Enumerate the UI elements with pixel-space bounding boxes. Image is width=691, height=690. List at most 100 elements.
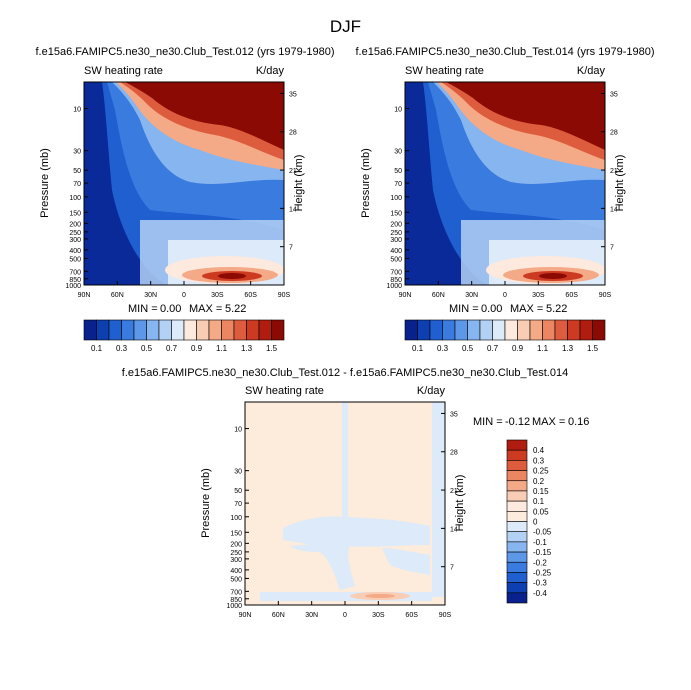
- colorbar-label: 1.3: [562, 344, 574, 353]
- x-tick-label: 60N: [272, 612, 285, 619]
- colorbar-swatch: [506, 480, 528, 492]
- colorbar-swatch: [133, 319, 147, 341]
- y-right-tick-label: 35: [289, 91, 297, 98]
- colorbar-swatch: [506, 551, 528, 563]
- panel-1-y-axis-title: Pressure (mb): [39, 148, 51, 218]
- colorbar-swatch: [506, 449, 528, 461]
- y-tick-label: 300: [230, 557, 242, 564]
- y-tick-label: 100: [69, 195, 81, 202]
- panel-3-min-label: MIN =: [473, 416, 503, 428]
- colorbar-label: 0.9: [191, 344, 203, 353]
- panel-2-y-axis-title: Pressure (mb): [360, 148, 372, 218]
- panel-2-colorbar: 0.1 0.3 0.5 0.7 0.9 1.1 1.3 1.5: [404, 319, 606, 353]
- panel-2-variable-label: SW heating rate: [405, 65, 484, 77]
- panel-3-x-ticks: 90N 60N 30N 0 30S 60S 90S: [239, 601, 452, 619]
- colorbar-swatch: [171, 319, 185, 341]
- colorbar-label: 0.3: [533, 456, 545, 465]
- colorbar-label: 0.4: [533, 446, 545, 455]
- panel-1-min-value: 0.00: [160, 303, 181, 315]
- x-tick-label: 60N: [111, 292, 124, 299]
- colorbar-swatch: [506, 460, 528, 471]
- colorbar-swatch: [146, 319, 160, 341]
- y-right-tick-label: 21: [450, 488, 458, 495]
- x-tick-label: 60S: [244, 292, 257, 299]
- colorbar-swatch: [506, 561, 528, 573]
- colorbar-swatch: [121, 319, 135, 341]
- y-tick-label: 100: [230, 515, 242, 522]
- colorbar-swatch: [579, 319, 593, 341]
- colorbar-swatch: [233, 319, 247, 341]
- x-tick-label: 30S: [211, 292, 224, 299]
- y-tick-label: 50: [73, 168, 81, 175]
- x-tick-label: 0: [182, 292, 186, 299]
- colorbar-swatch: [506, 572, 528, 583]
- panel-3-y-ticks-right: 35 28 21 14 7: [441, 411, 458, 572]
- x-tick-label: 30S: [532, 292, 545, 299]
- colorbar-swatch: [83, 319, 97, 341]
- y-tick-label: 150: [69, 210, 81, 217]
- y-tick-label: 1000: [226, 603, 242, 610]
- panel-3-y-axis-title-right: Height (km): [454, 475, 466, 532]
- panel-3-field: [244, 401, 446, 606]
- panel-3: f.e15a6.FAMIPC5.ne30_ne30.Club_Test.012 …: [122, 367, 590, 619]
- colorbar-label: 0.2: [533, 477, 545, 486]
- panel-1-min-label: MIN =: [128, 303, 158, 315]
- colorbar-swatch: [592, 319, 606, 341]
- panel-3-max-value: 0.16: [568, 416, 589, 428]
- x-tick-label: 90S: [439, 612, 452, 619]
- colorbar-swatch: [506, 592, 528, 604]
- panel-1-variable-label: SW heating rate: [84, 65, 163, 77]
- y-tick-label: 30: [234, 469, 242, 476]
- colorbar-label: 0.25: [533, 467, 549, 476]
- colorbar-swatch: [542, 319, 556, 341]
- colorbar-swatch: [479, 319, 493, 341]
- panel-3-max-label: MAX =: [532, 416, 565, 428]
- colorbar-label: 0.1: [412, 344, 424, 353]
- panel-2-units-label: K/day: [577, 65, 606, 77]
- colorbar-swatch: [404, 319, 418, 341]
- y-right-tick-label: 28: [289, 130, 297, 137]
- colorbar-label: 0.7: [487, 344, 499, 353]
- colorbar-swatch: [208, 319, 222, 341]
- y-right-tick-label: 28: [450, 450, 458, 457]
- figure-title: DJF: [330, 17, 361, 36]
- panel-3-units-label: K/day: [417, 385, 446, 397]
- colorbar-label: 0.3: [116, 344, 128, 353]
- y-tick-label: 700: [69, 269, 81, 276]
- panel-2-field: [404, 81, 606, 286]
- panel-2-max-value: 5.22: [546, 303, 567, 315]
- x-tick-label: 0: [503, 292, 507, 299]
- colorbar-label: 0.05: [533, 507, 549, 516]
- y-right-tick-label: 7: [289, 245, 293, 252]
- panel-1-max-value: 5.22: [225, 303, 246, 315]
- colorbar-swatch: [429, 319, 443, 341]
- colorbar-swatch: [554, 319, 568, 341]
- colorbar-swatch: [417, 319, 431, 341]
- colorbar-label: -0.05: [533, 528, 552, 537]
- colorbar-label: 0.5: [141, 344, 153, 353]
- y-tick-label: 250: [69, 230, 81, 237]
- y-tick-label: 50: [234, 488, 242, 495]
- y-right-tick-label: 21: [289, 168, 297, 175]
- colorbar-swatch: [567, 319, 581, 341]
- colorbar-swatch: [506, 500, 528, 512]
- y-tick-label: 850: [230, 597, 242, 604]
- colorbar-label: 1.5: [587, 344, 599, 353]
- colorbar-swatch: [504, 319, 518, 341]
- colorbar-swatch: [506, 521, 528, 532]
- y-right-tick-label: 14: [289, 206, 297, 213]
- y-tick-label: 30: [73, 149, 81, 156]
- colorbar-swatch: [506, 490, 528, 502]
- y-tick-label: 70: [234, 501, 242, 508]
- panel-2-max-label: MAX =: [510, 303, 543, 315]
- colorbar-swatch: [454, 319, 468, 341]
- y-tick-label: 150: [390, 210, 402, 217]
- colorbar-label: 0.7: [166, 344, 178, 353]
- y-tick-label: 500: [390, 256, 402, 263]
- y-tick-label: 30: [394, 149, 402, 156]
- x-tick-label: 60N: [432, 292, 445, 299]
